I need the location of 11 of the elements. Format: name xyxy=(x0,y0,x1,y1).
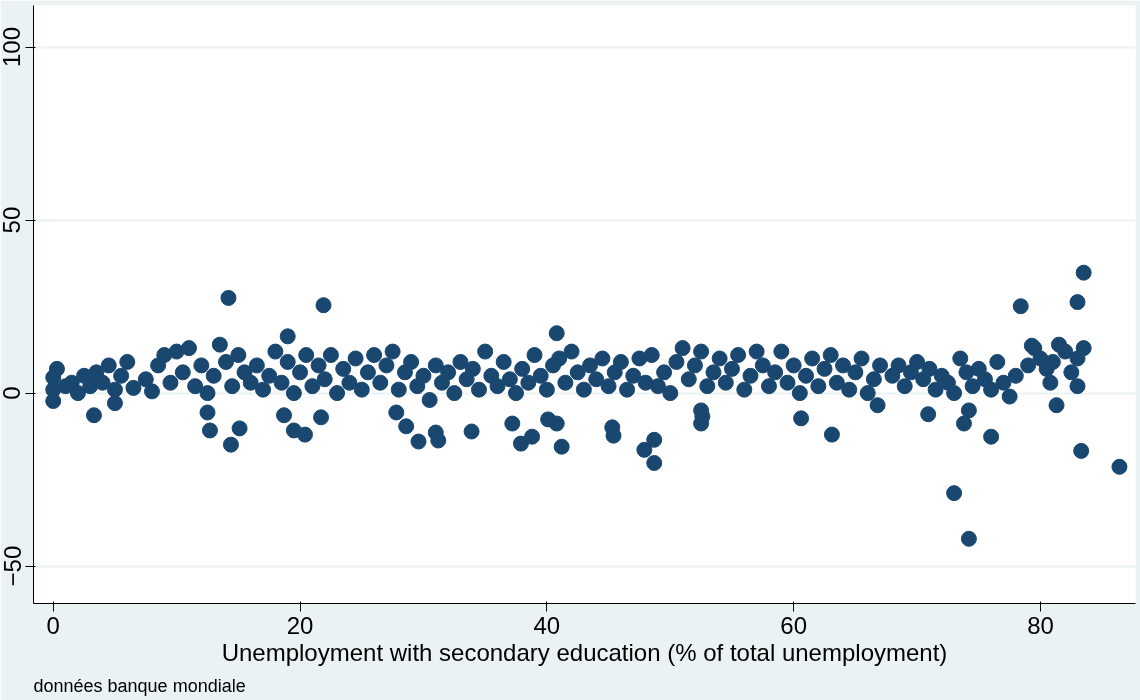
y-tick-label: 50 xyxy=(0,206,26,234)
y-tick-label: 100 xyxy=(0,27,26,68)
text: données banque mondiale xyxy=(33,675,246,696)
x-tick-label: 0 xyxy=(46,611,60,639)
x-tick-label: 40 xyxy=(533,611,561,639)
x-tick-label: 80 xyxy=(1027,611,1054,639)
x-axis-title: Unemployment with secondary education (% of total unemployment) xyxy=(221,638,948,666)
x-tick-label: 60 xyxy=(780,611,808,639)
y-tick-label: 0 xyxy=(0,386,26,400)
y-tick-label: −50 xyxy=(0,545,26,587)
x-tick-label: 20 xyxy=(286,611,314,639)
